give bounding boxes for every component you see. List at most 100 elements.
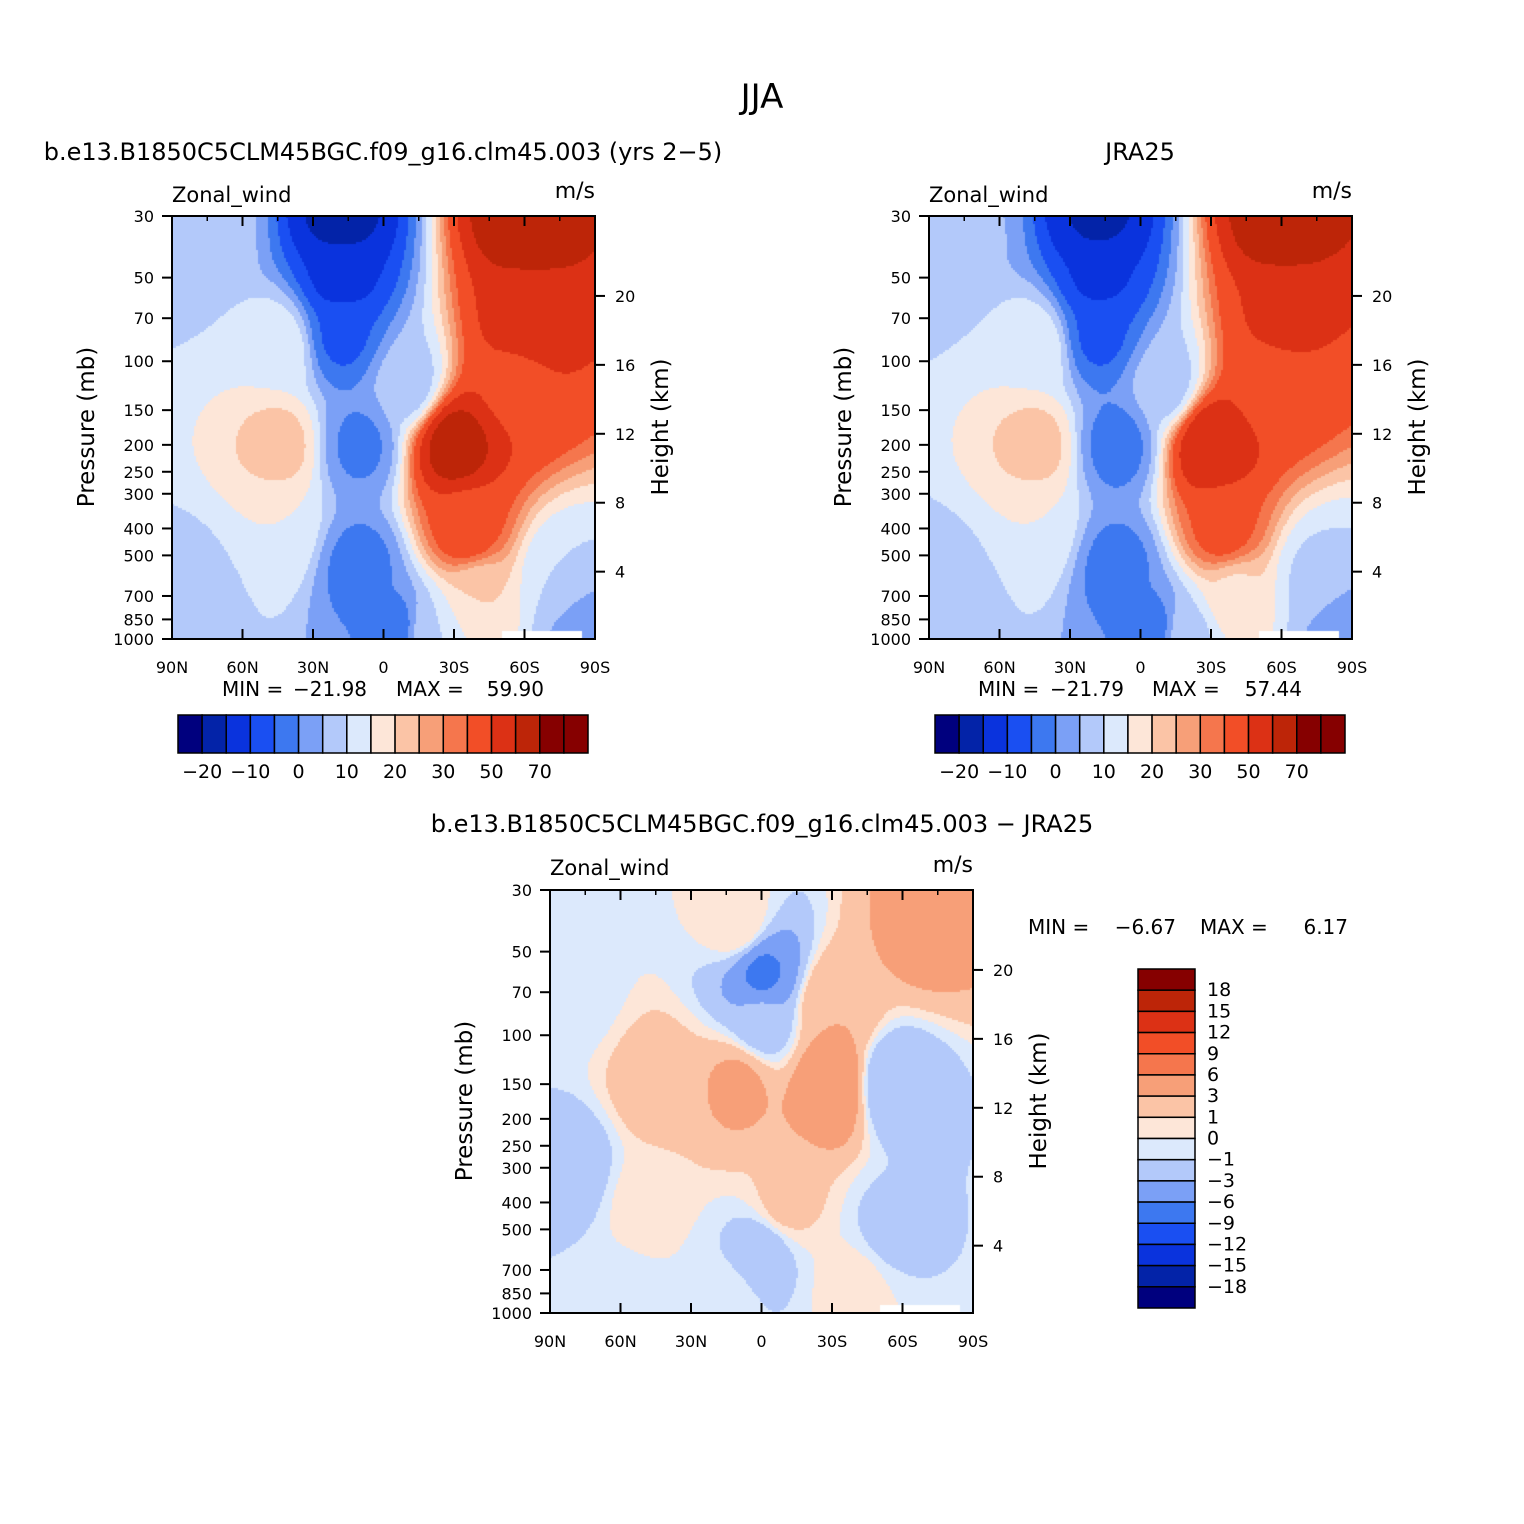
figure-title: JJA [739,77,784,117]
colorbar-label: −9 [1207,1212,1235,1234]
y-tick-label: 30 [891,207,911,226]
height-tick-label: 20 [1372,287,1392,306]
colorbar-label: −10 [230,761,270,783]
panel-title: b.e13.B1850C5CLM45BGC.f09_g16.clm45.003 … [431,810,1093,838]
colorbar-box [297,714,324,754]
height-tick-label: 8 [1372,494,1382,513]
y-tick-label: 700 [880,587,911,606]
colorbar-box [225,714,252,754]
colorbar-label: 15 [1207,1000,1231,1022]
height-tick-label: 8 [615,494,625,513]
colorbar-box [514,714,541,754]
colorbar-box [1151,714,1177,754]
height-tick-label: 4 [1372,563,1382,582]
contour-field [172,216,595,639]
colorbar-label: 0 [293,761,305,783]
contour-field [929,216,1352,639]
colorbar-label: 30 [1188,761,1212,783]
colorbar-label: −3 [1207,1170,1235,1192]
colorbar-label: −10 [987,761,1027,783]
stats-line: MIN = −6.67 MAX = 6.17 [1028,915,1348,939]
colorbar-label: 18 [1207,979,1231,1001]
colorbar-label: 20 [1140,761,1164,783]
colorbar-label: 10 [1092,761,1116,783]
height-tick-label: 8 [993,1168,1003,1187]
x-tick-label: 0 [756,1332,766,1351]
colorbar-box [1137,1222,1196,1246]
x-tick-label: 60N [604,1332,636,1351]
colorbar-box [1054,714,1081,754]
y-tick-label: 250 [880,463,911,482]
colorbar-box [1137,1116,1196,1140]
colorbar-box [539,714,565,754]
colorbar-label: 50 [479,761,503,783]
colorbar-box [1223,714,1250,754]
y-tick-label: 150 [123,401,154,420]
y-tick-label: 50 [891,269,911,288]
panel-title: b.e13.B1850C5CLM45BGC.f09_g16.clm45.003 … [44,138,723,166]
colorbar: −20 −10 0 10 20 30 50 70 [934,714,1346,783]
x-tick-label: 60S [887,1332,918,1351]
colorbar-label: 3 [1207,1085,1219,1107]
y-tick-label: 400 [123,519,154,538]
colorbar-label: 70 [528,761,552,783]
y-tick-label: 150 [501,1075,532,1094]
colorbar-box [1296,714,1322,754]
colorbar-box [1127,714,1153,754]
height-tick-label: 20 [993,961,1013,980]
colorbar-label: 10 [335,761,359,783]
colorbar-label: 30 [431,761,455,783]
x-tick-label: 90N [156,658,188,677]
x-tick-label: 90N [913,658,945,677]
colorbar-box [249,714,276,754]
colorbar-label: 6 [1207,1064,1219,1086]
y-tick-label: 70 [134,309,154,328]
y-tick-label: 300 [501,1159,532,1178]
colorbar-label: −18 [1207,1276,1247,1298]
colorbar-box [466,714,493,754]
y-tick-label: 100 [501,1026,532,1045]
panel-title: JRA25 [1103,138,1175,166]
min-label: MIN = [1028,915,1089,939]
colorbar-box [1137,968,1196,991]
y-tick-label: 250 [123,463,154,482]
x-tick-label: 60N [226,658,258,677]
y-tick-label: 50 [134,269,154,288]
colorbar-box [1137,989,1196,1013]
colorbar-box [1247,714,1274,754]
y-tick-label: 250 [501,1137,532,1156]
x-tick-label: 90N [534,1332,566,1351]
colorbar-label: 12 [1207,1022,1231,1044]
panel-difference: b.e13.B1850C5CLM45BGC.f09_g16.clm45.003 … [431,810,1348,1351]
colorbar-box [1103,714,1129,754]
x-tick-label: 90S [1337,658,1368,677]
colorbar-box [1137,1074,1196,1097]
max-value: 6.17 [1303,915,1348,939]
panel-model: b.e13.B1850C5CLM45BGC.f09_g16.clm45.003 … [44,138,723,783]
y-tick-label: 200 [123,436,154,455]
x-tick-label: 0 [1135,658,1145,677]
max-label: MAX = [396,677,464,701]
max-label: MAX = [1200,915,1268,939]
variable-label: Zonal_wind [172,183,291,208]
height-tick-label: 12 [1372,425,1392,444]
height-tick-label: 12 [993,1099,1013,1118]
colorbar: −20 −10 0 10 20 30 50 70 [177,714,589,783]
colorbar-box [321,714,348,754]
y-axis-label-right: Height (km) [1026,1032,1052,1169]
x-tick-label: 30S [817,1332,848,1351]
y-tick-label: 400 [880,519,911,538]
colorbar-label: −15 [1207,1255,1247,1277]
colorbar-box [934,714,960,754]
colorbar-label: 20 [383,761,407,783]
colorbar-box [1137,1264,1196,1288]
colorbar-label: 50 [1236,761,1260,783]
y-tick-label: 1000 [491,1304,532,1323]
colorbar-box [1137,1031,1196,1055]
colorbar-box [394,714,420,754]
max-label: MAX = [1152,677,1220,701]
min-value: −21.79 [1050,677,1124,701]
colorbar-box [1006,714,1033,754]
colorbar-box [1320,714,1346,754]
